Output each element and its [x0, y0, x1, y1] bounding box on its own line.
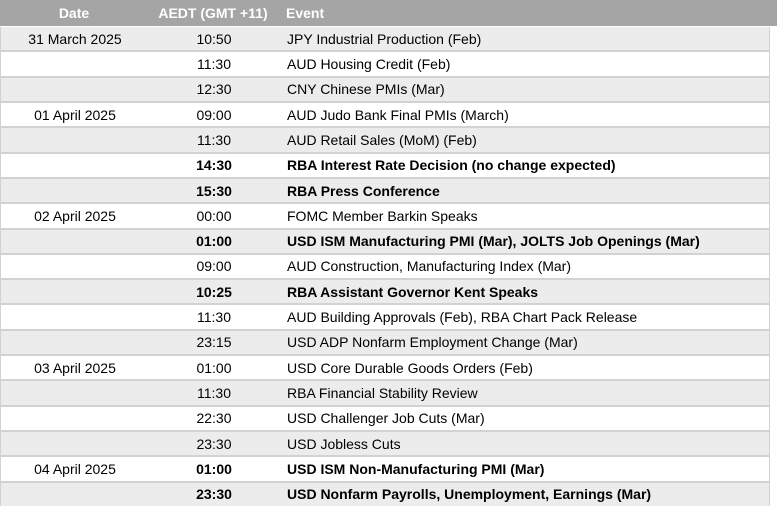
time-cell: 01:00: [196, 359, 232, 376]
date-cell: [1, 280, 149, 303]
time-cell: 10:50: [196, 30, 232, 47]
table-row: 01:00 USD ISM Manufacturing PMI (Mar), J…: [0, 229, 770, 255]
date-cell: 01 April 2025: [34, 106, 116, 123]
table-row: 11:30 AUD Housing Credit (Feb): [0, 52, 770, 78]
time-cell: 23:30: [196, 435, 232, 452]
time-cell: 09:00: [196, 106, 232, 123]
event-cell: USD Nonfarm Payrolls, Unemployment, Earn…: [287, 486, 652, 503]
date-cell: 02 April 2025: [34, 207, 116, 224]
table-header-row: Date AEDT (GMT +11) Event: [0, 0, 777, 27]
table-row: 01 April 2025 09:00 AUD Judo Bank Final …: [0, 102, 770, 129]
time-cell: 11:30: [197, 55, 231, 72]
event-cell: AUD Housing Credit (Feb): [287, 55, 451, 72]
time-cell: 11:30: [197, 131, 231, 148]
time-cell: 15:30: [196, 182, 232, 199]
date-cell: [1, 255, 149, 278]
table-row: 22:30 USD Challenger Job Cuts (Mar): [0, 406, 770, 432]
time-cell: 01:00: [196, 460, 232, 477]
date-cell: [1, 230, 149, 253]
table-row: 23:30 USD Nonfarm Payrolls, Unemployment…: [0, 482, 770, 506]
event-cell: AUD Construction, Manufacturing Index (M…: [287, 258, 571, 275]
date-cell: [1, 483, 149, 506]
table-row: 11:30 AUD Building Approvals (Feb), RBA …: [0, 305, 770, 331]
date-cell: [1, 407, 149, 430]
event-cell: AUD Retail Sales (MoM) (Feb): [287, 131, 477, 148]
event-cell: RBA Press Conference: [287, 182, 440, 199]
date-cell: [1, 179, 149, 202]
date-cell: [1, 381, 149, 404]
table-row: 02 April 2025 00:00 FOMC Member Barkin S…: [0, 204, 770, 230]
event-cell: RBA Interest Rate Decision (no change ex…: [287, 157, 616, 174]
event-cell: AUD Judo Bank Final PMIs (March): [287, 106, 509, 123]
date-cell: [1, 305, 149, 328]
column-header-event: Event: [286, 5, 325, 21]
table-row: 10:25 RBA Assistant Governor Kent Speaks: [0, 280, 770, 306]
event-cell: USD ISM Manufacturing PMI (Mar), JOLTS J…: [287, 233, 700, 250]
time-cell: 22:30: [196, 410, 232, 427]
date-cell: [1, 331, 149, 354]
event-cell: USD Challenger Job Cuts (Mar): [287, 410, 485, 427]
time-cell: 12:30: [196, 81, 232, 98]
event-cell: RBA Assistant Governor Kent Speaks: [287, 283, 539, 300]
event-cell: USD Core Durable Goods Orders (Feb): [287, 359, 533, 376]
table-row: 11:30 AUD Retail Sales (MoM) (Feb): [0, 128, 770, 154]
event-cell: RBA Financial Stability Review: [287, 385, 478, 402]
event-cell: USD Jobless Cuts: [287, 435, 401, 452]
time-cell: 23:15: [196, 334, 232, 351]
column-header-time: AEDT (GMT +11): [158, 5, 268, 21]
date-cell: [1, 52, 149, 75]
table-row: 04 April 2025 01:00 USD ISM Non-Manufact…: [0, 457, 770, 483]
event-cell: CNY Chinese PMIs (Mar): [287, 81, 445, 98]
event-cell: AUD Building Approvals (Feb), RBA Chart …: [287, 309, 638, 326]
time-cell: 00:00: [196, 207, 232, 224]
date-cell: 03 April 2025: [34, 359, 116, 376]
table-row: 31 March 2025 10:50 JPY Industrial Produ…: [0, 27, 770, 53]
time-cell: 11:30: [197, 385, 231, 402]
table-row: 12:30 CNY Chinese PMIs (Mar): [0, 77, 770, 103]
event-cell: USD ADP Nonfarm Employment Change (Mar): [287, 334, 578, 351]
table-row: 09:00 AUD Construction, Manufacturing In…: [0, 254, 770, 281]
table-row: 23:15 USD ADP Nonfarm Employment Change …: [0, 330, 770, 357]
date-cell: [1, 128, 149, 151]
time-cell: 23:30: [196, 486, 232, 503]
time-cell: 09:00: [196, 258, 232, 275]
time-cell: 14:30: [196, 157, 232, 174]
table-row: 14:30 RBA Interest Rate Decision (no cha…: [0, 153, 770, 179]
date-cell: [1, 432, 149, 455]
event-cell: JPY Industrial Production (Feb): [287, 30, 482, 47]
table-row: 11:30 RBA Financial Stability Review: [0, 381, 770, 407]
column-header-date: Date: [58, 5, 90, 21]
time-cell: 11:30: [197, 309, 231, 326]
date-cell: [1, 78, 149, 101]
date-cell: 04 April 2025: [34, 460, 116, 477]
date-cell: [1, 154, 149, 177]
date-cell: 31 March 2025: [28, 30, 122, 47]
time-cell: 10:25: [196, 283, 232, 300]
table-row: 23:30 USD Jobless Cuts: [0, 432, 770, 458]
event-cell: USD ISM Non-Manufacturing PMI (Mar): [287, 460, 545, 477]
table-row: 03 April 2025 01:00 USD Core Durable Goo…: [0, 356, 770, 382]
table-row: 15:30 RBA Press Conference: [0, 178, 770, 205]
event-cell: FOMC Member Barkin Speaks: [287, 207, 478, 224]
time-cell: 01:00: [196, 233, 232, 250]
